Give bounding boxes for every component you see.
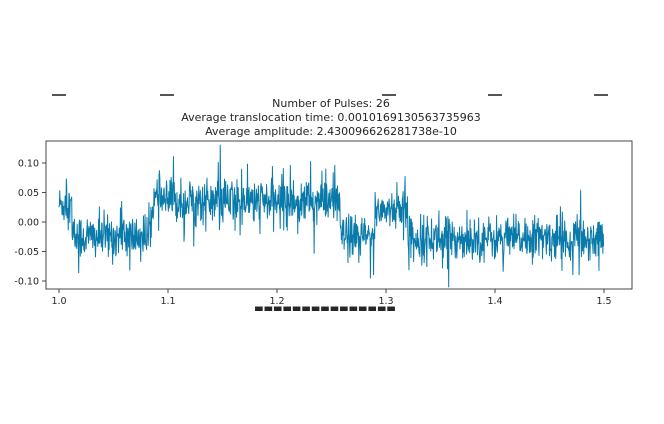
ghost-xlabel-text: ■■■■■■■■■■■■■■■ xyxy=(254,305,396,316)
y-tick-label: 0.10 xyxy=(18,159,39,170)
y-tick-label: 0.05 xyxy=(18,188,39,199)
ghost-fragment xyxy=(160,94,174,96)
x-tick-label: 1.0 xyxy=(51,296,66,307)
plot-area xyxy=(45,140,633,290)
x-tick-label: 1.5 xyxy=(596,296,611,307)
y-tick-label: 0.00 xyxy=(18,218,39,229)
ghost-fragment xyxy=(52,94,66,96)
y-tick-label: -0.10 xyxy=(14,277,39,288)
series-line xyxy=(58,144,605,288)
x-tick-label: 1.3 xyxy=(378,296,393,307)
series-layer xyxy=(58,144,605,288)
chart-title: Number of Pulses: 26 Average translocati… xyxy=(181,97,481,138)
title-line-amplitude: Average amplitude: 2.430096626281738e-10 xyxy=(205,125,457,138)
ghost-fragment xyxy=(488,94,502,96)
title-line-translocation: Average translocation time: 0.0010169130… xyxy=(181,111,481,124)
y-axis: 0.10 0.05 0.00 -0.05 -0.10 xyxy=(14,159,46,288)
x-tick-label: 1.4 xyxy=(487,296,502,307)
ghost-xlabel: ■■■■■■■■■■■■■■■ xyxy=(254,305,396,316)
x-axis: 1.0 1.1 1.2 1.3 1.4 1.5 xyxy=(51,289,612,307)
ghost-fragment xyxy=(382,94,396,96)
x-tick-label: 1.1 xyxy=(160,296,175,307)
axes-frame xyxy=(45,140,633,290)
x-tick-label: 1.2 xyxy=(269,296,284,307)
title-line-pulses: Number of Pulses: 26 xyxy=(272,97,390,110)
ghost-fragment xyxy=(594,94,608,96)
y-tick-label: -0.05 xyxy=(14,247,39,258)
ghost-fragments xyxy=(52,94,608,96)
